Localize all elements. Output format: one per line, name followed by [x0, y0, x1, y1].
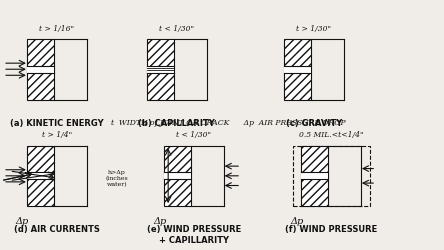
Bar: [284, 66, 311, 73]
Text: (a) KINETIC ENERGY: (a) KINETIC ENERGY: [10, 119, 103, 128]
Bar: [27, 66, 54, 73]
Text: t < 1/30": t < 1/30": [176, 132, 211, 140]
Text: t  WIDTH of JOINT OR CRACK      Δp  AIR PRESSURE DROP: t WIDTH of JOINT OR CRACK Δp AIR PRESSUR…: [111, 118, 345, 126]
Text: 0.5 MIL.<t<1/4": 0.5 MIL.<t<1/4": [299, 132, 363, 140]
Text: (f) WIND PRESSURE: (f) WIND PRESSURE: [285, 226, 377, 234]
Bar: [164, 172, 191, 180]
Text: (e) WIND PRESSURE
+ CAPILLARITY: (e) WIND PRESSURE + CAPILLARITY: [147, 226, 241, 245]
Text: t > 1/4": t > 1/4": [42, 132, 72, 140]
Text: (c) GRAVITY: (c) GRAVITY: [286, 119, 342, 128]
Text: Δp: Δp: [290, 217, 303, 226]
Bar: [301, 146, 328, 206]
Text: t < 1/30": t < 1/30": [159, 25, 194, 33]
Bar: [27, 146, 54, 206]
Bar: [147, 66, 174, 73]
Text: h>Δp
(inches
water): h>Δp (inches water): [105, 170, 128, 187]
Text: t > 1/16": t > 1/16": [39, 25, 74, 33]
Bar: [164, 146, 191, 206]
Bar: [27, 39, 54, 100]
Bar: [27, 172, 54, 180]
Text: (d) AIR CURRENTS: (d) AIR CURRENTS: [14, 226, 99, 234]
Text: Δp: Δp: [16, 217, 29, 226]
Bar: [293, 146, 370, 206]
Bar: [284, 39, 311, 100]
Bar: [147, 39, 174, 100]
Text: (b) CAPILLARITY: (b) CAPILLARITY: [139, 119, 215, 128]
Text: Δp: Δp: [153, 217, 166, 226]
Text: t > 1/30": t > 1/30": [297, 25, 332, 33]
Bar: [301, 172, 328, 180]
